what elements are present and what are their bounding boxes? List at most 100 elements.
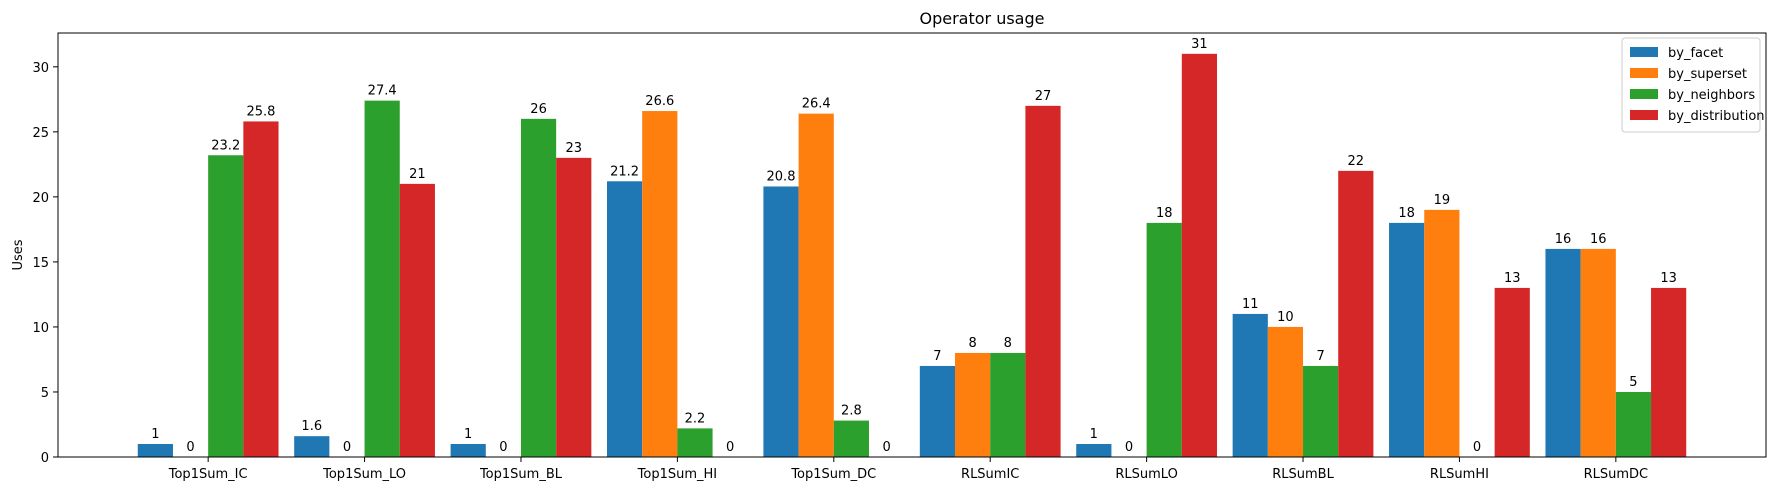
bar-by_facet-RLSumIC bbox=[919, 365, 956, 457]
value-label: 18 bbox=[1156, 206, 1173, 221]
value-label: 13 bbox=[1504, 271, 1521, 286]
y-tick-label: 5 bbox=[41, 386, 49, 401]
value-label: 8 bbox=[1004, 336, 1012, 351]
bar-by_superset-Top1Sum_HI bbox=[642, 111, 678, 458]
x-tick-label: Top1Sum_LO bbox=[322, 467, 406, 482]
value-label: 7 bbox=[933, 349, 941, 364]
bar-by_facet-RLSumBL bbox=[1232, 313, 1268, 457]
value-label: 11 bbox=[1242, 297, 1259, 312]
value-label: 23.2 bbox=[211, 138, 240, 153]
bar-by_superset-RLSumIC bbox=[955, 352, 991, 457]
bar-by_distribution-Top1Sum_IC bbox=[243, 121, 279, 458]
bar-by_neighbors-Top1Sum_DC bbox=[833, 420, 869, 457]
bar-by_distribution-Top1Sum_LO bbox=[399, 183, 435, 458]
legend-label: by_distribution bbox=[1668, 109, 1765, 124]
y-tick-label: 15 bbox=[32, 256, 49, 271]
value-label: 21.2 bbox=[610, 164, 639, 179]
bar-by_superset-RLSumHI bbox=[1424, 209, 1460, 457]
value-label: 27.4 bbox=[368, 84, 397, 99]
bar-by_superset-RLSumBL bbox=[1267, 326, 1304, 457]
value-label: 23 bbox=[565, 141, 582, 156]
bar-by_facet-Top1Sum_LO bbox=[294, 436, 330, 457]
value-label: 26 bbox=[530, 102, 547, 117]
value-label: 27 bbox=[1035, 89, 1052, 104]
x-tick-label: Top1Sum_DC bbox=[790, 467, 876, 482]
bar-by_neighbors-Top1Sum_BL bbox=[520, 118, 557, 458]
bar-by_neighbors-RLSumDC bbox=[1615, 391, 1652, 457]
legend-swatch-by_superset bbox=[1630, 68, 1658, 78]
legend-box bbox=[1621, 37, 1761, 133]
bar-by_facet-RLSumLO bbox=[1076, 443, 1112, 457]
chart-title: Operator usage bbox=[920, 9, 1045, 28]
legend-swatch-by_neighbors bbox=[1630, 89, 1658, 99]
value-label: 0 bbox=[1125, 440, 1133, 455]
x-tick-label: RLSumIC bbox=[961, 467, 1019, 482]
y-tick-label: 30 bbox=[32, 61, 49, 76]
bar-by_distribution-RLSumDC bbox=[1651, 287, 1687, 457]
bar-by_superset-Top1Sum_DC bbox=[798, 113, 834, 458]
bar-by_distribution-Top1Sum_BL bbox=[556, 157, 592, 458]
legend: by_facet by_superset by_neighbors by_distri… bbox=[1621, 37, 1765, 133]
bar-by_facet-RLSumHI bbox=[1389, 222, 1425, 457]
value-label: 0 bbox=[882, 440, 890, 455]
value-label: 25.8 bbox=[246, 104, 275, 119]
bar-by_neighbors-RLSumLO bbox=[1146, 222, 1182, 457]
x-tick-label: Top1Sum_HI bbox=[637, 467, 717, 482]
value-label: 0 bbox=[499, 440, 507, 455]
bar-by_neighbors-RLSumIC bbox=[990, 352, 1026, 457]
x-tick-label: RLSumBL bbox=[1272, 467, 1334, 482]
value-label: 26.4 bbox=[802, 97, 831, 112]
value-label: 0 bbox=[1473, 440, 1481, 455]
bar-by_superset-RLSumDC bbox=[1580, 248, 1616, 457]
value-label: 18 bbox=[1398, 206, 1415, 221]
value-label: 1 bbox=[1090, 427, 1098, 442]
value-label: 21 bbox=[409, 167, 426, 182]
bar-by_facet-Top1Sum_IC bbox=[137, 443, 173, 457]
value-label: 16 bbox=[1555, 232, 1572, 247]
y-tick-label: 25 bbox=[32, 126, 49, 141]
bar-by_neighbors-Top1Sum_IC bbox=[208, 155, 244, 457]
value-label: 1.6 bbox=[301, 419, 322, 434]
value-label: 0 bbox=[186, 440, 194, 455]
legend-label: by_neighbors bbox=[1668, 88, 1755, 103]
value-label: 16 bbox=[1590, 232, 1607, 247]
value-label: 0 bbox=[343, 440, 351, 455]
value-label: 2.2 bbox=[685, 411, 706, 426]
value-label: 8 bbox=[968, 336, 976, 351]
x-tick-label: RLSumDC bbox=[1584, 467, 1649, 482]
value-label: 20.8 bbox=[767, 169, 796, 184]
x-tick-label: RLSumHI bbox=[1430, 467, 1489, 482]
legend-swatch-by_facet bbox=[1630, 47, 1658, 57]
bar-by_neighbors-Top1Sum_HI bbox=[677, 428, 713, 457]
y-tick-label: 20 bbox=[32, 191, 49, 206]
value-label: 1 bbox=[464, 427, 472, 442]
value-label: 13 bbox=[1660, 271, 1677, 286]
y-tick-label: 0 bbox=[41, 451, 49, 466]
y-tick-label: 10 bbox=[32, 321, 49, 336]
value-label: 31 bbox=[1191, 37, 1208, 52]
value-label: 1 bbox=[151, 427, 159, 442]
value-label: 7 bbox=[1316, 349, 1324, 364]
bar-by_distribution-RLSumIC bbox=[1025, 105, 1061, 458]
x-tick-label: Top1Sum_IC bbox=[168, 467, 248, 482]
legend-label: by_facet bbox=[1668, 46, 1723, 61]
bar-by_facet-Top1Sum_BL bbox=[450, 443, 486, 457]
value-label: 19 bbox=[1434, 193, 1451, 208]
bar-by_distribution-RLSumBL bbox=[1338, 170, 1374, 457]
legend-swatch-by_distribution bbox=[1630, 110, 1658, 120]
plot-frame bbox=[57, 32, 1767, 458]
value-label: 10 bbox=[1277, 310, 1294, 325]
bar-by_distribution-RLSumHI bbox=[1494, 287, 1530, 457]
value-label: 2.8 bbox=[841, 404, 862, 419]
x-tick-label: Top1Sum_BL bbox=[479, 467, 563, 482]
bar-by_facet-Top1Sum_HI bbox=[607, 181, 643, 457]
value-label: 26.6 bbox=[645, 94, 674, 109]
x-tick-label: RLSumLO bbox=[1115, 467, 1177, 482]
bar-by_facet-RLSumDC bbox=[1545, 248, 1581, 457]
bars-layer bbox=[137, 53, 1687, 458]
y-axis-label: Uses bbox=[11, 239, 26, 270]
